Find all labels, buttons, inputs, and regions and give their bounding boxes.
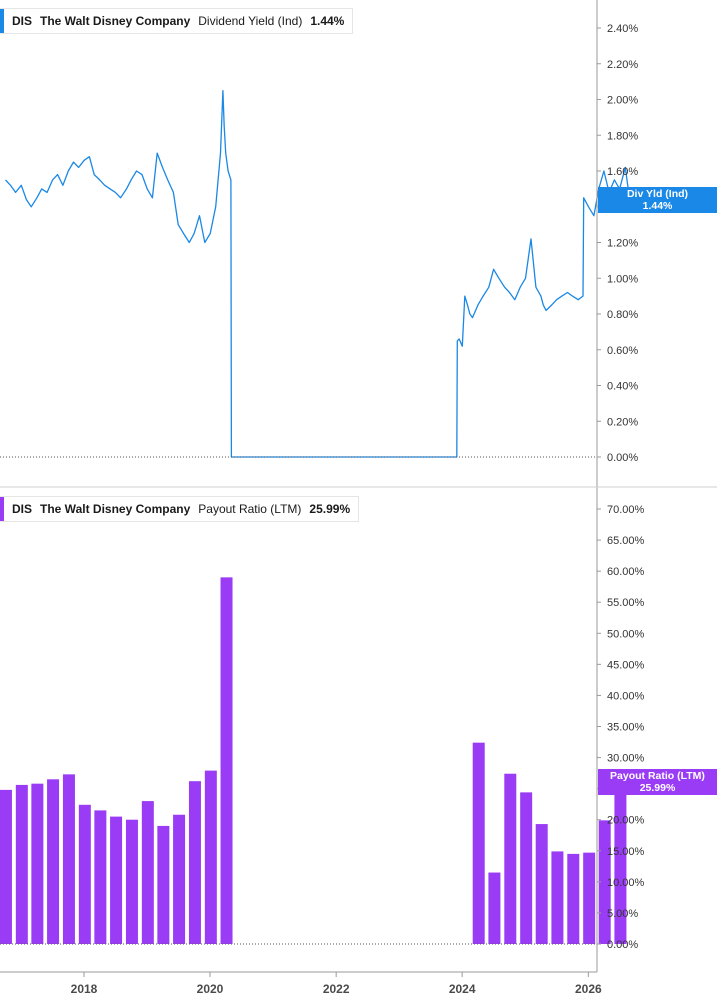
payout-ratio-bar [157, 825, 170, 944]
legend-value: 1.44% [310, 14, 345, 28]
y-tick-label: 0.60% [607, 345, 638, 357]
payout-ratio-bar [141, 801, 154, 944]
payout-ratio-bar [0, 789, 12, 944]
y-tick-label: 50.00% [607, 628, 645, 640]
y-tick-label: 1.00% [607, 273, 638, 285]
payout-ratio-bar [94, 810, 107, 944]
y-tick-label: 55.00% [607, 597, 645, 609]
payout-ratio-bar [173, 814, 186, 944]
payout-ratio-bar [598, 820, 611, 944]
legend-company: The Walt Disney Company [40, 502, 191, 516]
series-color-swatch [0, 497, 4, 521]
payout-ratio-bar [15, 784, 28, 944]
payout-ratio-bar [472, 742, 485, 944]
payout-ratio-bar [220, 577, 233, 944]
payout-ratio-bar [125, 819, 138, 944]
y-tick-label: 2.00% [607, 95, 638, 107]
payout-ratio-bar [535, 824, 548, 944]
payout-ratio-bar [551, 851, 564, 944]
payout-ratio-bar [78, 804, 91, 944]
dividend-yield-plot [5, 89, 631, 458]
y-tick-label: 60.00% [607, 566, 645, 578]
tag-label: Payout Ratio (LTM) [610, 770, 705, 782]
payout-ratio-plot [0, 577, 627, 944]
series-color-swatch [0, 9, 4, 33]
payout-ratio-bar [47, 779, 60, 944]
legend-company: The Walt Disney Company [40, 14, 191, 28]
y-tick-label: 65.00% [607, 535, 645, 547]
y-tick-label: 35.00% [607, 722, 645, 734]
y-tick-label: 1.20% [607, 238, 638, 250]
payout-ratio-bar [614, 782, 627, 944]
dividend-yield-legend: DIS The Walt Disney Company Dividend Yie… [0, 8, 354, 34]
tag-label: Div Yld (Ind) [626, 188, 689, 200]
tag-value: 1.44% [642, 200, 673, 212]
y-tick-label: 2.20% [607, 59, 638, 71]
y-tick-label: 0.00% [607, 452, 638, 464]
payout-ratio-bar [504, 773, 517, 944]
payout-ratio-legend: DIS The Walt Disney Company Payout Ratio… [0, 496, 360, 522]
y-tick-label: 70.00% [607, 504, 645, 516]
y-tick-label: 30.00% [607, 753, 645, 765]
x-tick-label: 2026 [575, 982, 602, 996]
x-tick-label: 2018 [71, 982, 98, 996]
payout-ratio-bar [520, 792, 533, 944]
payout-ratio-bar [62, 774, 75, 944]
y-tick-label: 1.80% [607, 130, 638, 142]
payout-ratio-bar [204, 770, 217, 944]
dividend-yield-price-tag: Div Yld (Ind) 1.44% [598, 187, 717, 213]
payout-ratio-price-tag: Payout Ratio (LTM) 25.99% [598, 769, 717, 795]
payout-ratio-bar [188, 781, 201, 944]
x-tick-label: 2022 [323, 982, 350, 996]
y-tick-label: 15.00% [607, 846, 645, 858]
payout-ratio-bar [110, 816, 123, 944]
tag-value: 25.99% [639, 782, 676, 794]
y-tick-label: 0.20% [607, 416, 638, 428]
y-tick-label: 0.40% [607, 381, 638, 393]
payout-ratio-bar [31, 783, 44, 944]
y-tick-label: 20.00% [607, 815, 645, 827]
y-tick-label: 0.80% [607, 309, 638, 321]
legend-value: 25.99% [309, 502, 351, 516]
legend-metric: Payout Ratio (LTM) [198, 502, 302, 516]
legend-metric: Dividend Yield (Ind) [198, 14, 303, 28]
y-tick-label: 45.00% [607, 659, 645, 671]
x-tick-label: 2020 [197, 982, 224, 996]
dividend-yield-line [5, 89, 631, 458]
y-tick-label: 0.00% [607, 939, 638, 951]
y-tick-label: 2.40% [607, 23, 638, 35]
payout-ratio-bar [567, 853, 580, 944]
y-tick-label: 5.00% [607, 908, 638, 920]
legend-ticker: DIS [12, 502, 33, 516]
legend-ticker: DIS [12, 14, 33, 28]
y-tick-label: 40.00% [607, 690, 645, 702]
y-tick-label: 10.00% [607, 877, 645, 889]
payout-ratio-bar [583, 852, 596, 944]
y-tick-label: 1.60% [607, 166, 638, 178]
x-tick-label: 2024 [449, 982, 476, 996]
payout-ratio-bar [488, 872, 501, 944]
